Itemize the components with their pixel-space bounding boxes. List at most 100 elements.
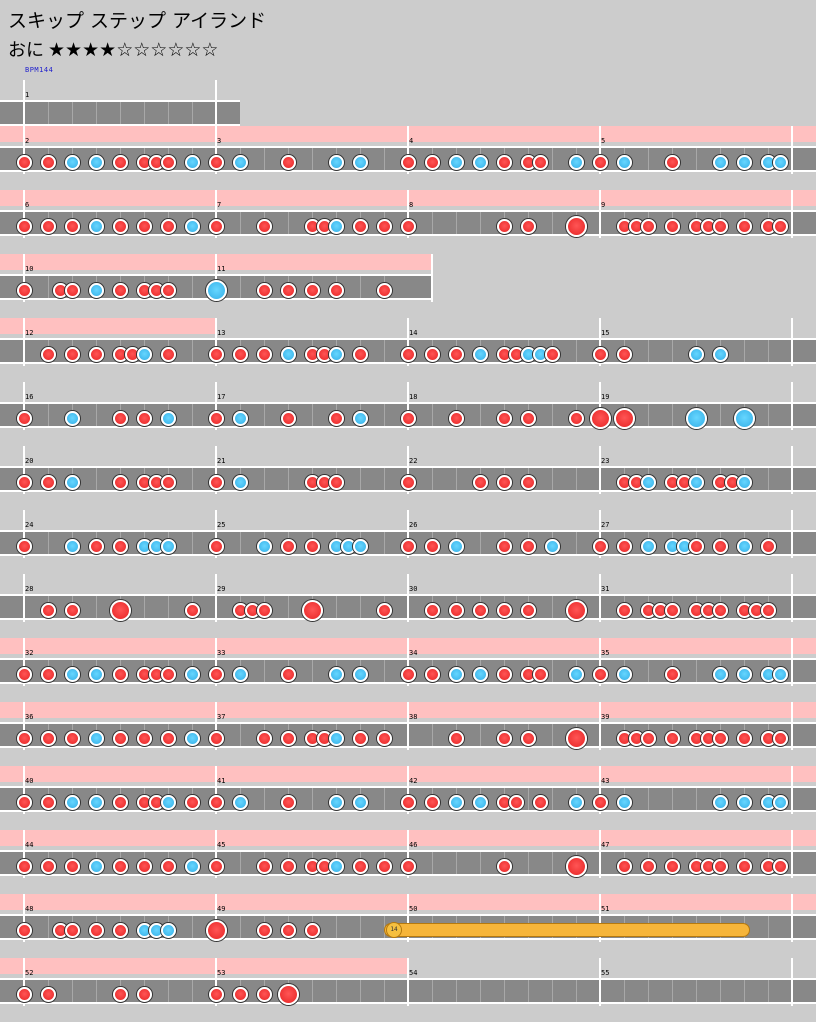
don-note [736, 218, 752, 234]
don-note [640, 218, 656, 234]
don-note [40, 794, 56, 810]
beat-line [432, 212, 433, 234]
bar-line [791, 190, 793, 238]
don-note [256, 730, 272, 746]
star-empty-icon: ☆ [133, 39, 151, 61]
don-note [280, 410, 296, 426]
measure-number: 40 [25, 777, 34, 785]
beat-line [288, 468, 289, 490]
beat-line [72, 980, 73, 1002]
don-note [88, 922, 104, 938]
bar-line [215, 766, 217, 814]
ka-note [184, 858, 200, 874]
don-note [64, 858, 80, 874]
ka-note [640, 474, 656, 490]
ka-note [448, 666, 464, 682]
star-filled-icon: ★ [82, 39, 100, 61]
bar-line [215, 702, 217, 750]
ka-note [64, 794, 80, 810]
measure-number: 28 [25, 585, 34, 593]
measure-number: 31 [601, 585, 610, 593]
ka-note [712, 154, 728, 170]
bar-line [215, 190, 217, 238]
measure-number: 45 [217, 841, 226, 849]
don-note [112, 858, 128, 874]
don-note [40, 218, 56, 234]
star-empty-icon: ☆ [116, 39, 134, 61]
chart-row: 24 25 26 27 [0, 510, 816, 574]
don-note [208, 154, 224, 170]
ka-note [88, 154, 104, 170]
measure-number: 11 [217, 265, 226, 273]
don-note [712, 602, 728, 618]
don-note [664, 858, 680, 874]
don-note [64, 346, 80, 362]
measure-number: 47 [601, 841, 610, 849]
bar-line [599, 638, 601, 686]
beat-line [312, 788, 313, 810]
don-note [760, 538, 776, 554]
don-note [160, 154, 176, 170]
don-note [544, 346, 560, 362]
measure-number: 4 [409, 137, 414, 145]
bar-line [215, 318, 217, 366]
beat-line [480, 532, 481, 554]
measure-number: 8 [409, 201, 414, 209]
beat-line [360, 596, 361, 618]
beat-line [648, 404, 649, 426]
beat-line [552, 468, 553, 490]
big-don-note [277, 983, 299, 1005]
bar-line [407, 702, 409, 750]
bar-line [215, 830, 217, 878]
beat-line [720, 404, 721, 426]
don-note [532, 794, 548, 810]
measure-number: 34 [409, 649, 418, 657]
beat-line [432, 468, 433, 490]
bar-line [23, 126, 25, 174]
don-note [568, 410, 584, 426]
bar-line [23, 830, 25, 878]
beat-line [432, 404, 433, 426]
don-note [256, 986, 272, 1002]
don-note [712, 538, 728, 554]
don-note [160, 858, 176, 874]
don-note [40, 474, 56, 490]
measure-number: 54 [409, 969, 418, 977]
measure-number: 30 [409, 585, 418, 593]
beat-line [96, 596, 97, 618]
don-note [40, 858, 56, 874]
beat-line [336, 596, 337, 618]
don-note [64, 922, 80, 938]
measure-number: 27 [601, 521, 610, 529]
don-note [256, 218, 272, 234]
don-note [16, 538, 32, 554]
beat-line [696, 148, 697, 170]
beat-line [48, 276, 49, 298]
ka-note [352, 538, 368, 554]
don-note [472, 602, 488, 618]
ka-note [64, 154, 80, 170]
ka-note [772, 666, 788, 682]
beat-line [744, 340, 745, 362]
beat-line [192, 468, 193, 490]
beat-line [648, 980, 649, 1002]
ka-note [232, 666, 248, 682]
don-note [208, 730, 224, 746]
beat-line [576, 532, 577, 554]
chart-row: 10 11 [0, 254, 816, 318]
don-note [400, 410, 416, 426]
beat-line [648, 148, 649, 170]
don-note [616, 346, 632, 362]
don-note [112, 538, 128, 554]
big-don-note [565, 215, 587, 237]
measure-number: 5 [601, 137, 606, 145]
don-note [712, 730, 728, 746]
ka-note [232, 410, 248, 426]
don-note [208, 986, 224, 1002]
ka-note [712, 666, 728, 682]
measure-number: 18 [409, 393, 418, 401]
don-note [136, 986, 152, 1002]
don-note [448, 602, 464, 618]
measure-number: 12 [25, 329, 34, 337]
